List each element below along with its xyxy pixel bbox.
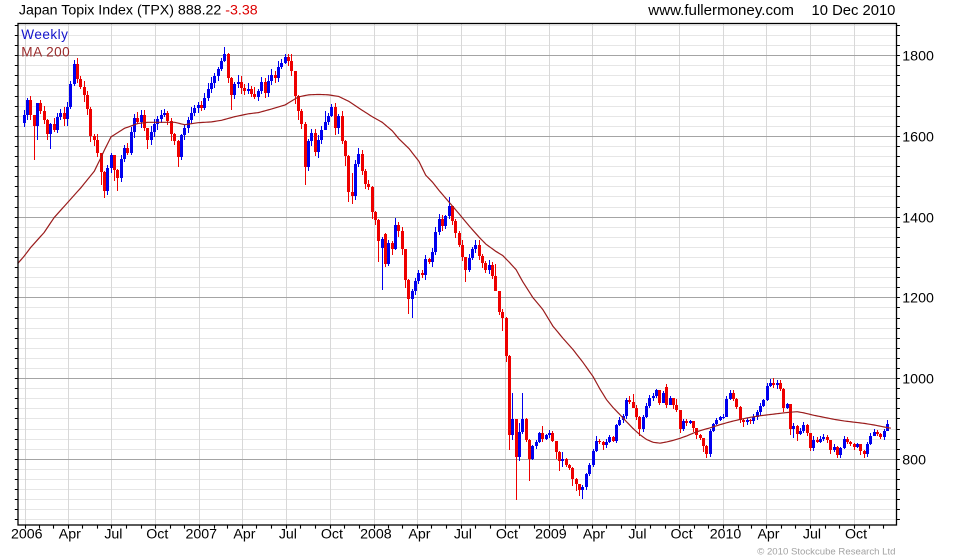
svg-text:Oct: Oct: [845, 527, 867, 543]
svg-text:Jul: Jul: [803, 527, 821, 543]
svg-text:Japan Topix Index (TPX) 888.22: Japan Topix Index (TPX) 888.22 -3.38: [19, 2, 258, 18]
svg-text:1000: 1000: [902, 372, 934, 388]
svg-text:Oct: Oct: [321, 527, 343, 543]
svg-text:Weekly: Weekly: [21, 27, 68, 42]
svg-text:Oct: Oct: [146, 527, 168, 543]
svg-text:1400: 1400: [902, 211, 934, 227]
svg-text:1200: 1200: [902, 291, 934, 307]
svg-text:Apr: Apr: [408, 527, 430, 543]
svg-text:2010: 2010: [710, 527, 742, 543]
svg-text:Jul: Jul: [628, 527, 646, 543]
svg-text:MA 200: MA 200: [21, 45, 70, 60]
svg-text:800: 800: [902, 453, 926, 469]
svg-text:Oct: Oct: [496, 527, 518, 543]
svg-text:1600: 1600: [902, 130, 934, 146]
svg-text:2007: 2007: [186, 527, 218, 543]
svg-text:2009: 2009: [535, 527, 567, 543]
svg-text:www.fullermoney.com: www.fullermoney.com: [647, 2, 794, 19]
svg-text:Jul: Jul: [454, 527, 472, 543]
svg-text:1800: 1800: [902, 49, 934, 65]
svg-text:Apr: Apr: [233, 527, 255, 543]
svg-text:Apr: Apr: [757, 527, 779, 543]
svg-text:2008: 2008: [360, 527, 392, 543]
svg-text:Apr: Apr: [583, 527, 605, 543]
svg-text:Apr: Apr: [59, 527, 81, 543]
svg-text:Oct: Oct: [670, 527, 692, 543]
svg-text:© 2010 Stockcube Research Ltd: © 2010 Stockcube Research Ltd: [757, 547, 895, 558]
svg-text:10 Dec 2010: 10 Dec 2010: [812, 3, 896, 19]
svg-text:Jul: Jul: [279, 527, 297, 543]
svg-text:Jul: Jul: [104, 527, 122, 543]
svg-text:2006: 2006: [11, 527, 43, 543]
